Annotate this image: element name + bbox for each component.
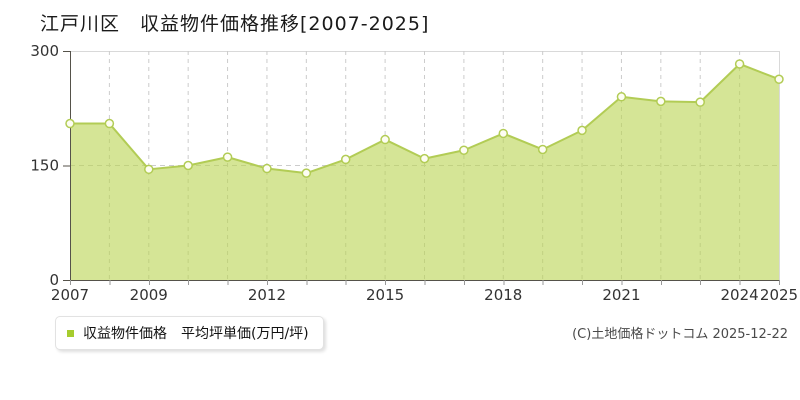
x-tick-label-2024: 2024 (721, 286, 759, 304)
x-tick-label-2018: 2018 (484, 286, 522, 304)
chart-title: 江戸川区 収益物件価格推移[2007-2025] (40, 13, 430, 35)
x-tick-label-2012: 2012 (248, 286, 286, 304)
data-point-2015 (380, 134, 390, 145)
legend: 収益物件価格 平均坪単価(万円/坪) (55, 316, 324, 350)
data-point-2018 (498, 128, 509, 139)
data-point-2013 (301, 168, 312, 178)
legend-swatch-icon (67, 329, 74, 337)
data-point-2024 (734, 59, 745, 69)
data-point-2012 (262, 163, 272, 174)
data-point-2014 (340, 154, 351, 165)
data-point-2023 (695, 97, 705, 107)
data-point-2017 (459, 145, 469, 155)
data-point-2008 (104, 118, 115, 129)
data-point-2009 (144, 164, 154, 175)
copyright-text: (C)土地価格ドットコム 2025-12-22 (572, 327, 788, 342)
data-point-2007 (65, 118, 75, 129)
y-tick-label-150: 150 (30, 157, 59, 175)
x-tick-label-2015: 2015 (366, 286, 404, 304)
x-tick-label-2009: 2009 (130, 286, 168, 304)
y-tick-label-0: 0 (49, 271, 59, 289)
data-point-2021 (616, 92, 627, 102)
data-point-2010 (183, 160, 193, 171)
data-point-2025 (774, 74, 784, 84)
series-area-fill (70, 63, 779, 280)
data-point-2011 (222, 152, 233, 162)
data-point-2016 (419, 153, 430, 164)
x-tick-label-2007: 2007 (51, 286, 89, 304)
y-tick-label-300: 300 (30, 42, 59, 60)
data-point-2020 (577, 125, 587, 136)
x-tick-label-2021: 2021 (602, 286, 640, 304)
legend-label: 収益物件価格 平均坪単価(万円/坪) (83, 326, 309, 342)
x-tick-label-2025: 2025 (760, 286, 798, 304)
data-point-2019 (537, 144, 548, 155)
data-point-2022 (656, 96, 666, 107)
